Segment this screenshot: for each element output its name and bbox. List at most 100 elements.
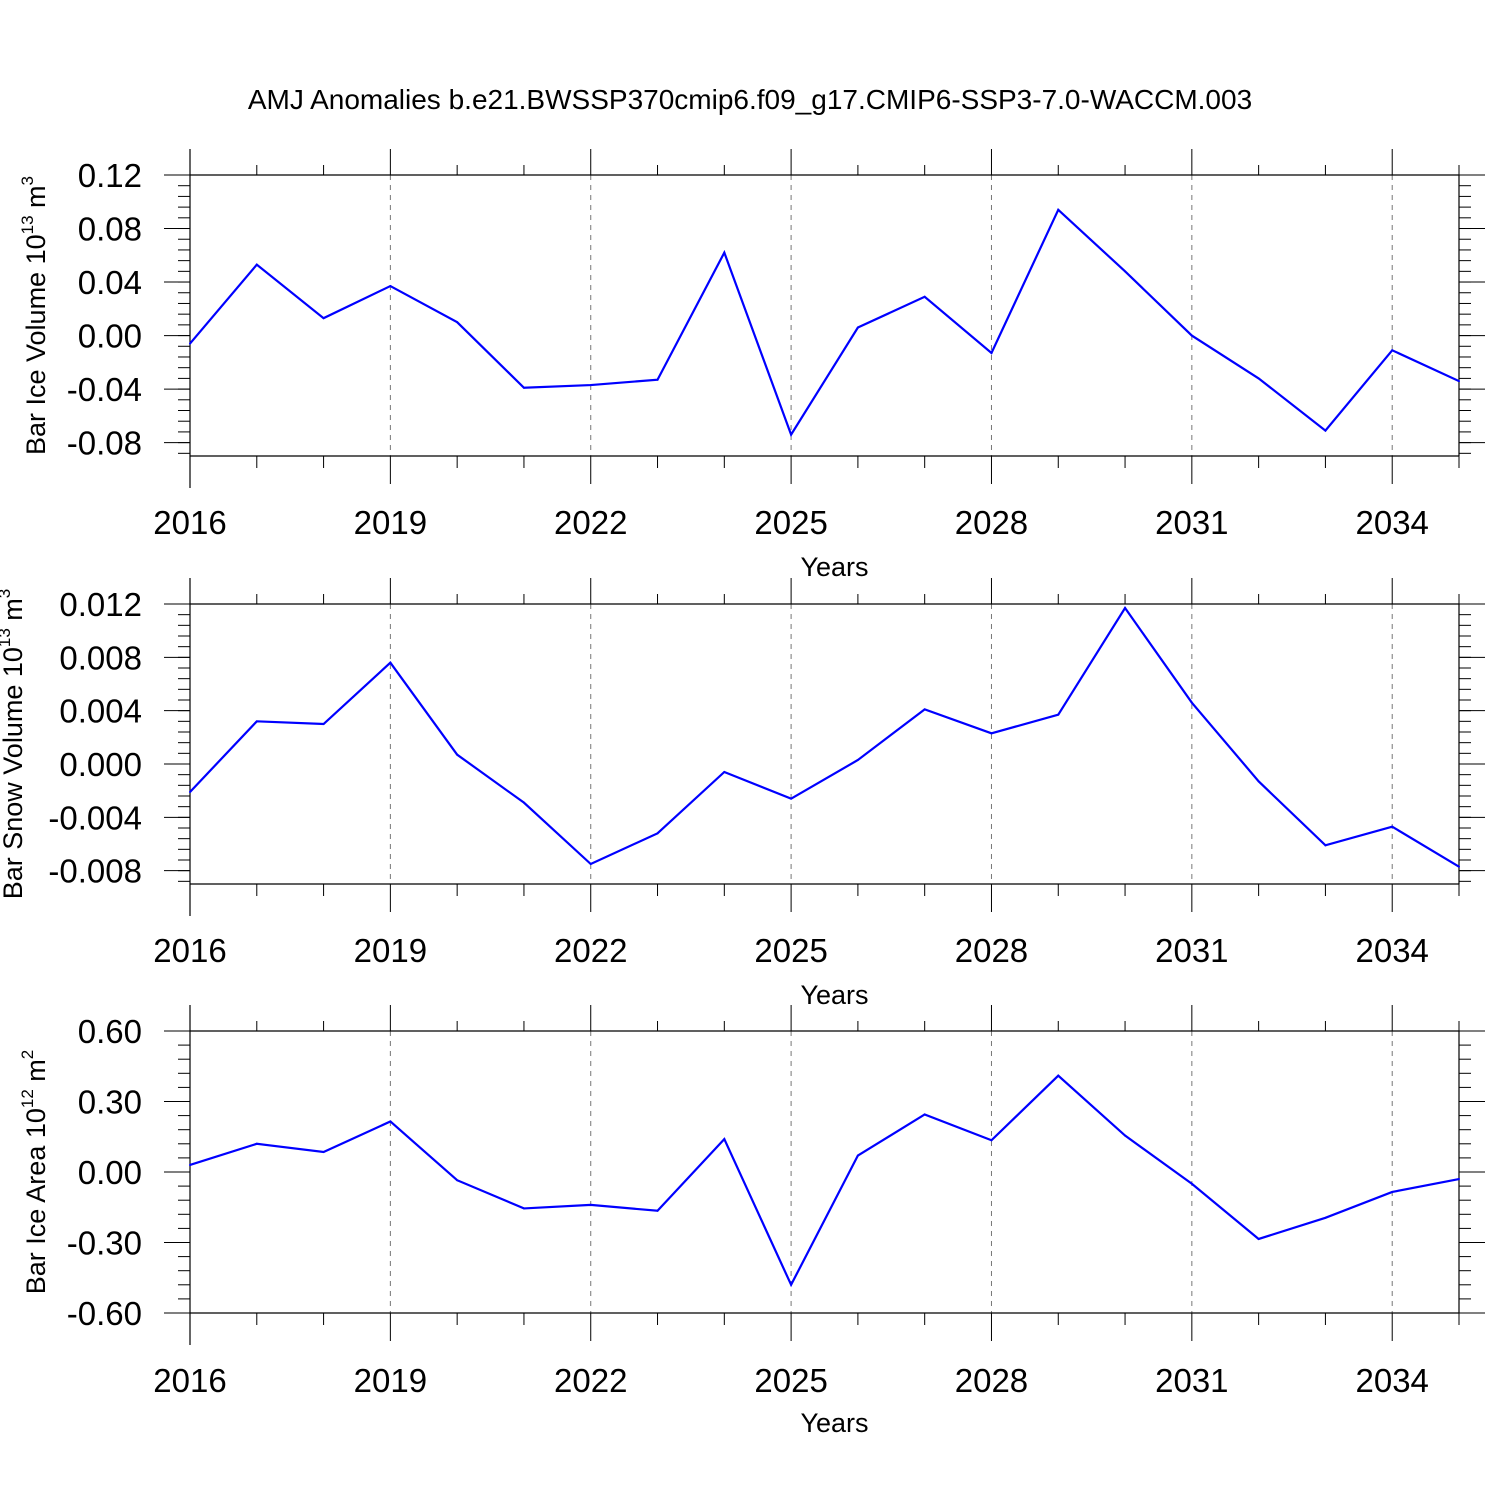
y-tick-label: -0.004 [48, 799, 142, 836]
y-axis-label: Bar Ice Volume 1013 m3 [18, 176, 51, 455]
x-tick-label: 2034 [1355, 932, 1428, 969]
data-point [189, 791, 191, 793]
x-tick-label: 2031 [1155, 932, 1228, 969]
data-point [456, 753, 459, 756]
x-tick-label: 2016 [153, 504, 226, 541]
x-tick-label: 2016 [153, 932, 226, 969]
y-tick-label: -0.30 [67, 1225, 142, 1262]
series-line [189, 606, 1460, 868]
data-point [255, 1142, 258, 1145]
data-point [723, 1138, 726, 1141]
data-point [189, 342, 191, 345]
x-tick-label: 2034 [1355, 1362, 1428, 1399]
y-tick-label: 0.004 [59, 693, 142, 730]
data-point [990, 732, 993, 735]
data-point [589, 863, 592, 865]
data-point [1190, 701, 1193, 704]
data-point [1057, 1074, 1060, 1077]
data-point [923, 708, 926, 711]
series-line [189, 1074, 1460, 1288]
x-tick-label: 2022 [554, 1362, 627, 1399]
data-point [990, 1139, 993, 1142]
data-point [656, 832, 659, 835]
data-point [255, 720, 258, 723]
data-point [790, 797, 793, 800]
x-tick-label: 2022 [554, 504, 627, 541]
series-line [189, 207, 1460, 438]
data-point [389, 285, 392, 288]
data-point [790, 433, 793, 436]
data-point [1324, 1216, 1327, 1219]
y-tick-label: -0.04 [67, 371, 142, 408]
y-tick-label: 0.000 [59, 746, 142, 783]
data-point [456, 321, 459, 324]
x-axis-label: Years [800, 980, 868, 1010]
x-tick-label: 2022 [554, 932, 627, 969]
y-tick-label: 0.60 [78, 1013, 142, 1050]
x-tick-label: 2031 [1155, 504, 1228, 541]
data-point [1257, 377, 1260, 380]
x-tick-label: 2016 [153, 1362, 226, 1399]
data-point [389, 1120, 392, 1123]
data-point [990, 351, 993, 354]
data-point [322, 723, 325, 725]
data-point [1057, 713, 1060, 716]
data-point [1458, 1178, 1460, 1181]
y-axis-label: Bar Snow Volume 1013 m3 [0, 589, 28, 900]
x-tick-label: 2025 [754, 932, 827, 969]
data-point [322, 1151, 325, 1154]
data-point [723, 771, 726, 773]
x-tick-label: 2028 [955, 1362, 1028, 1399]
data-point [1190, 334, 1193, 337]
data-point [189, 1163, 191, 1166]
data-point [656, 378, 659, 381]
data-point [1324, 429, 1327, 432]
panel-3: 2016 2019 2022 2025 2028 2031 2034 Years 0.60 0.3… [18, 1005, 1485, 1438]
x-axis-label: Years [800, 1408, 868, 1438]
data-point [1057, 208, 1060, 211]
data-point [923, 1113, 926, 1116]
y-tick-label: 0.08 [78, 211, 142, 248]
data-point [1391, 825, 1394, 828]
data-point [1458, 865, 1460, 868]
x-tick-label: 2019 [354, 1362, 427, 1399]
data-point [522, 1207, 525, 1210]
data-point [389, 661, 392, 664]
x-tick-label: 2019 [354, 504, 427, 541]
data-point [790, 1283, 793, 1286]
data-point [322, 317, 325, 320]
y-tick-label: -0.60 [67, 1295, 142, 1332]
panel-1: 2016 2019 2022 2025 2028 2031 2034 Years 0.12 0.0… [18, 149, 1485, 582]
data-point [1391, 349, 1394, 352]
data-point [856, 326, 859, 329]
panel-2: 2016 2019 2022 2025 2028 2031 2034 Years 0.012 0.… [0, 578, 1485, 1010]
x-tick-label: 2031 [1155, 1362, 1228, 1399]
y-tick-label: 0.012 [59, 586, 142, 623]
x-tick-label: 2028 [955, 932, 1028, 969]
y-tick-label: 0.00 [78, 318, 142, 355]
data-point [589, 384, 592, 387]
data-point [456, 1179, 459, 1182]
data-point [923, 295, 926, 298]
data-point [656, 1209, 659, 1212]
y-tick-label: 0.30 [78, 1084, 142, 1121]
x-tick-label: 2034 [1355, 504, 1428, 541]
data-point [1458, 380, 1460, 383]
data-point [723, 251, 726, 254]
x-tick-label: 2028 [955, 504, 1028, 541]
data-point [1257, 780, 1260, 783]
y-tick-label: -0.08 [67, 425, 142, 462]
x-tick-label: 2019 [354, 932, 427, 969]
data-point [255, 263, 258, 266]
data-point [856, 759, 859, 761]
y-axis-label: Bar Ice Area 1012 m2 [18, 1050, 51, 1295]
data-point [1124, 1134, 1127, 1137]
x-tick-label: 2025 [754, 504, 827, 541]
x-tick-label: 2025 [754, 1362, 827, 1399]
y-tick-label: 0.12 [78, 157, 142, 194]
x-axis-label: Years [800, 552, 868, 582]
data-point [1124, 607, 1127, 609]
data-point [856, 1154, 859, 1157]
data-point [1190, 1182, 1193, 1185]
